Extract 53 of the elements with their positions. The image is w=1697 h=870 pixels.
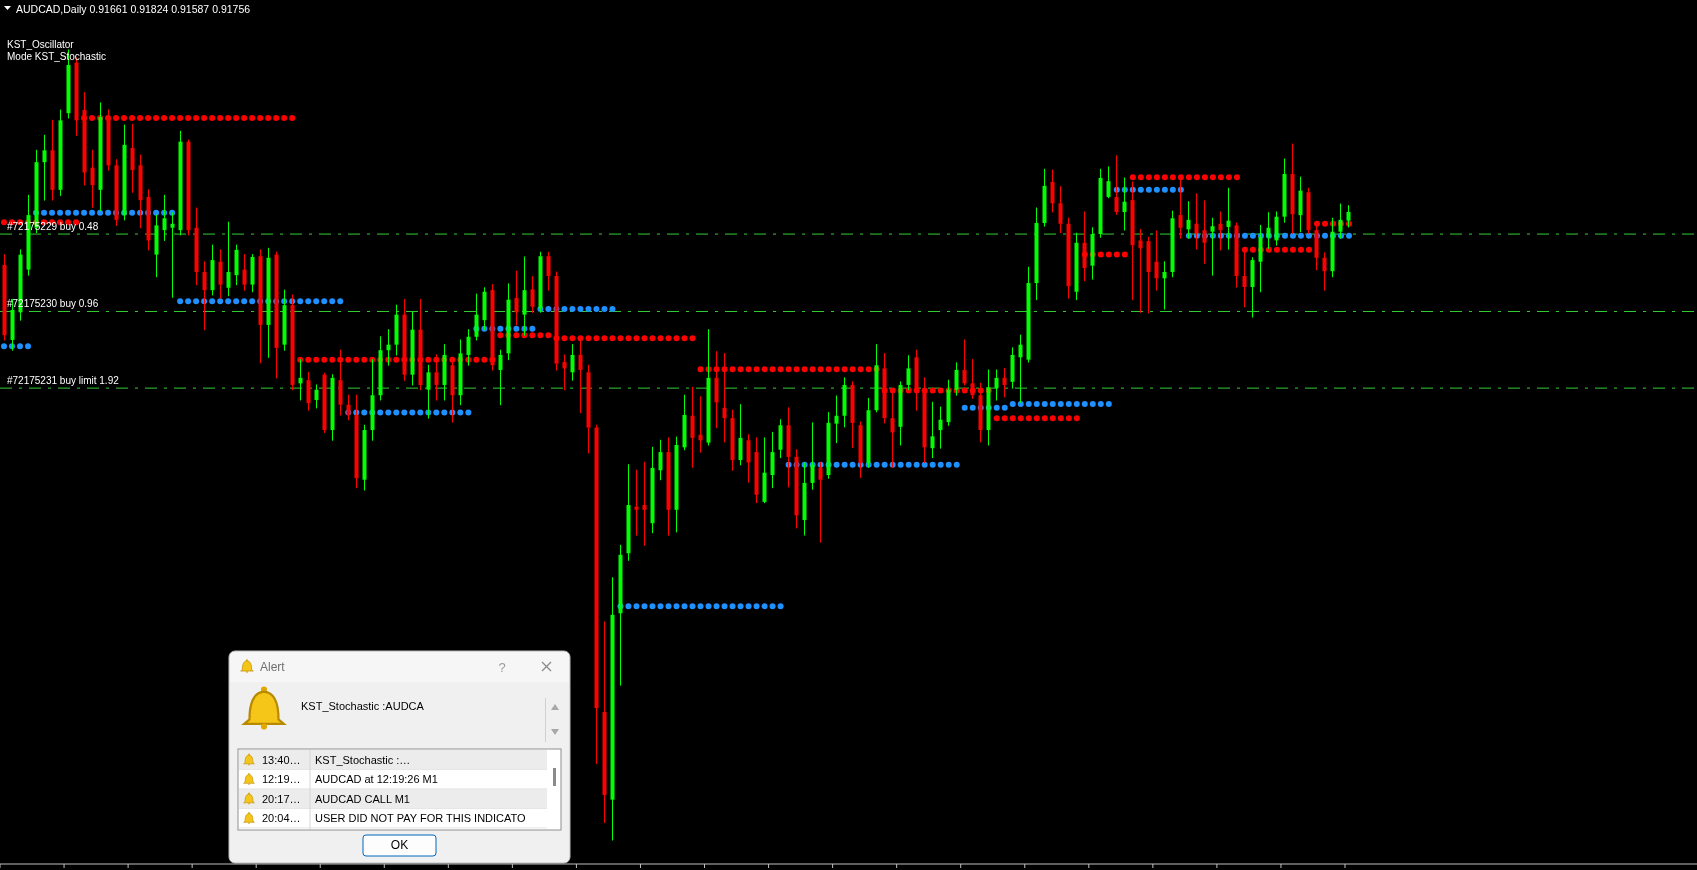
candlestick xyxy=(530,276,535,313)
annotation: KST_Stochastic :AUDCA xyxy=(301,700,425,712)
chart-title: AUDCAD,Daily 0.91661 0.91824 0.91587 0.91756 xyxy=(16,3,251,15)
candlestick xyxy=(314,384,319,409)
candlestick xyxy=(930,401,935,459)
annotation: AUDCAD CALL M1 xyxy=(315,792,410,805)
candlestick xyxy=(1138,228,1143,313)
annotation: KST_Oscillator xyxy=(7,39,75,50)
candlestick xyxy=(42,134,47,201)
candlestick xyxy=(1106,166,1111,199)
ref-line-label: #72175231 buy limit 1.92 xyxy=(7,375,120,387)
candlestick xyxy=(546,251,551,291)
candlestick xyxy=(218,249,223,299)
candlestick xyxy=(570,344,575,381)
candlestick xyxy=(770,431,775,489)
candlestick xyxy=(90,149,95,208)
candlestick xyxy=(746,434,751,483)
candlestick xyxy=(698,396,703,453)
candlestick xyxy=(170,212,175,298)
candlestick xyxy=(226,221,231,297)
annotation: 13:40… xyxy=(262,753,301,766)
annotation: AUDCAD at 12:19:26 M1 xyxy=(315,773,438,785)
candlestick xyxy=(834,395,839,444)
candlestick xyxy=(906,355,911,391)
candlestick xyxy=(1154,230,1159,291)
candlestick xyxy=(962,339,967,386)
annotation: ? xyxy=(498,660,506,675)
candlestick xyxy=(1050,169,1055,213)
candlestick xyxy=(634,469,639,536)
candlestick xyxy=(298,359,303,401)
candlestick xyxy=(1002,367,1007,398)
candlestick xyxy=(1322,252,1327,291)
candlestick xyxy=(690,386,695,468)
candlestick xyxy=(1162,261,1167,310)
candlestick xyxy=(498,349,503,406)
annotation: 20:04… xyxy=(262,812,301,824)
candlestick xyxy=(130,123,135,193)
candlestick xyxy=(738,404,743,466)
annotation: KST_Stochastic :… xyxy=(315,753,411,766)
candlestick xyxy=(562,354,567,391)
candlestick xyxy=(938,406,943,449)
candlestick xyxy=(242,254,247,291)
candlestick xyxy=(994,369,999,401)
annotation: 20:17… xyxy=(262,792,301,805)
annotation: USER DID NOT PAY FOR THIS INDICATO xyxy=(315,812,527,824)
candlestick xyxy=(642,461,647,546)
candlestick xyxy=(658,439,663,481)
annotation: 12:19… xyxy=(262,773,301,785)
candlestick xyxy=(306,371,311,411)
candlestick xyxy=(1058,186,1063,233)
annotation: Alert xyxy=(260,660,286,674)
annotation: OK xyxy=(390,838,409,852)
candlestick xyxy=(514,270,519,326)
